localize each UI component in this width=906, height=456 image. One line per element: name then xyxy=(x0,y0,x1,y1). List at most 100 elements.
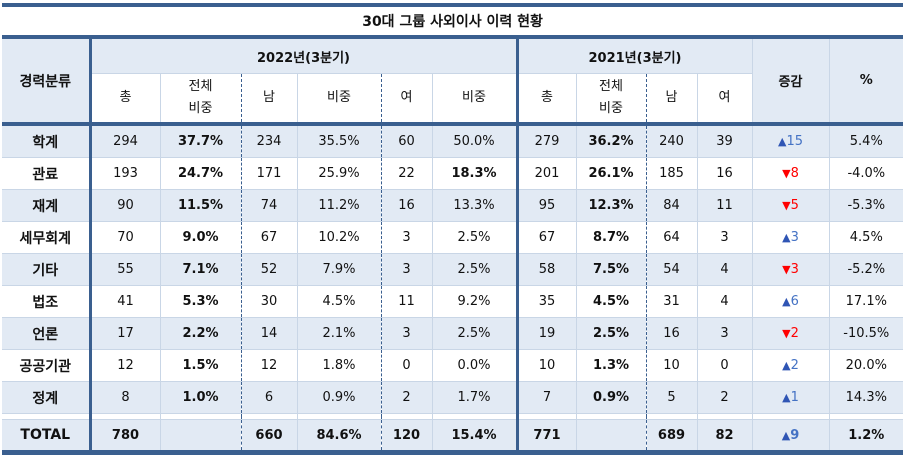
cell-2021-female: 39 xyxy=(696,122,752,158)
cell-2022-female-share: 1.7% xyxy=(431,381,517,414)
total-2022-male-share: 84.6% xyxy=(296,419,381,455)
cell-change: ▲15 xyxy=(751,122,829,158)
cell-2022-share: 7.1% xyxy=(159,253,241,286)
cell-2022-share: 11.5% xyxy=(159,189,241,222)
cell-2022-female-share: 2.5% xyxy=(431,253,517,286)
cell-2021-male: 185 xyxy=(645,157,697,190)
cell-2022-male: 12 xyxy=(240,349,297,382)
table-row: 정계 8 1.0% 6 0.9% 2 1.7% 7 0.9% 5 2 ▲1 14.3% xyxy=(2,381,904,414)
spacer-row xyxy=(2,413,904,420)
cell-2022-share: 2.2% xyxy=(159,317,241,350)
total-change: ▲9 xyxy=(751,419,829,455)
table-row: 기타 55 7.1% 52 7.9% 3 2.5% 58 7.5% 54 4 ▼3 -5.2% xyxy=(2,253,904,286)
cell-2022-total: 41 xyxy=(88,285,160,318)
header-2022-total: 총 xyxy=(88,73,160,124)
career-table-container: 30대 그룹 사외이사 이력 현황 경력분류 2022년(3분기) 2021년(… xyxy=(2,3,904,455)
cell-2021-total: 279 xyxy=(515,122,576,158)
cell-percent: -10.5% xyxy=(828,317,904,350)
cell-2022-female-share: 50.0% xyxy=(431,122,517,158)
cell-2022-total: 193 xyxy=(88,157,160,190)
table-title: 30대 그룹 사외이사 이력 현황 xyxy=(2,3,904,39)
header-2022-share-line2: 비중 xyxy=(188,101,213,116)
header-2022-share-line1: 전체 xyxy=(188,79,213,94)
total-row: TOTAL 780 660 84.6% 120 15.4% 771 689 82… xyxy=(2,419,904,455)
cell-percent: 20.0% xyxy=(828,349,904,382)
cell-2021-total: 58 xyxy=(515,253,576,286)
header-2021-share-line2: 비중 xyxy=(599,101,623,116)
change-value: 1 xyxy=(790,390,799,405)
row-category: 세무회계 xyxy=(2,221,90,254)
cell-2021-male: 31 xyxy=(645,285,697,318)
cell-2021-male: 16 xyxy=(645,317,697,350)
cell-2021-female: 11 xyxy=(696,189,752,222)
row-category: 공공기관 xyxy=(2,349,90,382)
down-triangle-icon: ▼ xyxy=(782,199,791,212)
cell-2021-share: 36.2% xyxy=(575,122,646,158)
outside-director-career-table: 30대 그룹 사외이사 이력 현황 경력분류 2022년(3분기) 2021년(… xyxy=(2,3,904,455)
header-2021-share-line1: 전체 xyxy=(599,79,623,94)
table-row: 관료 193 24.7% 171 25.9% 22 18.3% 201 26.1% 185 16 ▼8… xyxy=(2,157,904,190)
cell-2022-male-share: 4.5% xyxy=(296,285,381,318)
down-triangle-icon: ▼ xyxy=(782,167,791,180)
cell-2022-female: 3 xyxy=(380,253,432,286)
cell-percent: 17.1% xyxy=(828,285,904,318)
cell-change: ▲1 xyxy=(751,381,829,414)
cell-2022-male-share: 0.9% xyxy=(296,381,381,414)
cell-change: ▼2 xyxy=(751,317,829,350)
cell-2022-female: 11 xyxy=(380,285,432,318)
total-2022-male: 660 xyxy=(240,419,297,455)
cell-2021-total: 35 xyxy=(515,285,576,318)
row-category: 법조 xyxy=(2,285,90,318)
cell-2022-total: 12 xyxy=(88,349,160,382)
cell-percent: 14.3% xyxy=(828,381,904,414)
change-value: 3 xyxy=(790,262,799,277)
total-2021-total: 771 xyxy=(515,419,576,455)
cell-2021-share: 2.5% xyxy=(575,317,646,350)
table-row: 언론 17 2.2% 14 2.1% 3 2.5% 19 2.5% 16 3 ▼2 -10.5% xyxy=(2,317,904,350)
cell-2021-female: 4 xyxy=(696,285,752,318)
cell-2022-female: 60 xyxy=(380,122,432,158)
cell-2022-share: 37.7% xyxy=(159,122,241,158)
cell-2022-female: 16 xyxy=(380,189,432,222)
cell-2022-share: 9.0% xyxy=(159,221,241,254)
row-category: 정계 xyxy=(2,381,90,414)
cell-2022-male: 171 xyxy=(240,157,297,190)
cell-change: ▼5 xyxy=(751,189,829,222)
cell-2022-total: 17 xyxy=(88,317,160,350)
cell-2022-share: 5.3% xyxy=(159,285,241,318)
cell-2022-male-share: 10.2% xyxy=(296,221,381,254)
change-value: 15 xyxy=(786,134,803,149)
cell-2022-male: 6 xyxy=(240,381,297,414)
change-value: 2 xyxy=(790,358,799,373)
change-value: 3 xyxy=(790,230,799,245)
cell-2021-male: 54 xyxy=(645,253,697,286)
cell-2022-female: 3 xyxy=(380,221,432,254)
down-triangle-icon: ▼ xyxy=(782,327,791,340)
cell-2021-share: 1.3% xyxy=(575,349,646,382)
header-2021-total: 총 xyxy=(515,73,576,124)
header-category: 경력분류 xyxy=(2,37,90,124)
total-2022-total: 780 xyxy=(88,419,160,455)
table-row: 법조 41 5.3% 30 4.5% 11 9.2% 35 4.5% 31 4 ▲6 17.1% xyxy=(2,285,904,318)
cell-percent: -5.2% xyxy=(828,253,904,286)
down-triangle-icon: ▼ xyxy=(782,263,791,276)
header-percent: % xyxy=(828,37,904,124)
cell-2021-share: 26.1% xyxy=(575,157,646,190)
cell-2022-total: 294 xyxy=(88,122,160,158)
cell-percent: 5.4% xyxy=(828,122,904,158)
total-2021-female: 82 xyxy=(696,419,752,455)
cell-2021-male: 64 xyxy=(645,221,697,254)
header-2022-male: 남 xyxy=(240,73,297,124)
table-body: 학계 294 37.7% 234 35.5% 60 50.0% 279 36.2% 240 39 ▲1… xyxy=(2,122,904,414)
cell-2022-total: 90 xyxy=(88,189,160,222)
cell-2022-female: 2 xyxy=(380,381,432,414)
total-2022-share xyxy=(159,419,241,455)
cell-percent: -4.0% xyxy=(828,157,904,190)
row-category: 기타 xyxy=(2,253,90,286)
header-2021-female: 여 xyxy=(696,73,752,124)
table-row: 재계 90 11.5% 74 11.2% 16 13.3% 95 12.3% 84 11 ▼5 -5.3… xyxy=(2,189,904,222)
cell-2021-share: 0.9% xyxy=(575,381,646,414)
cell-2022-female: 3 xyxy=(380,317,432,350)
header-2022-female: 여 xyxy=(380,73,432,124)
